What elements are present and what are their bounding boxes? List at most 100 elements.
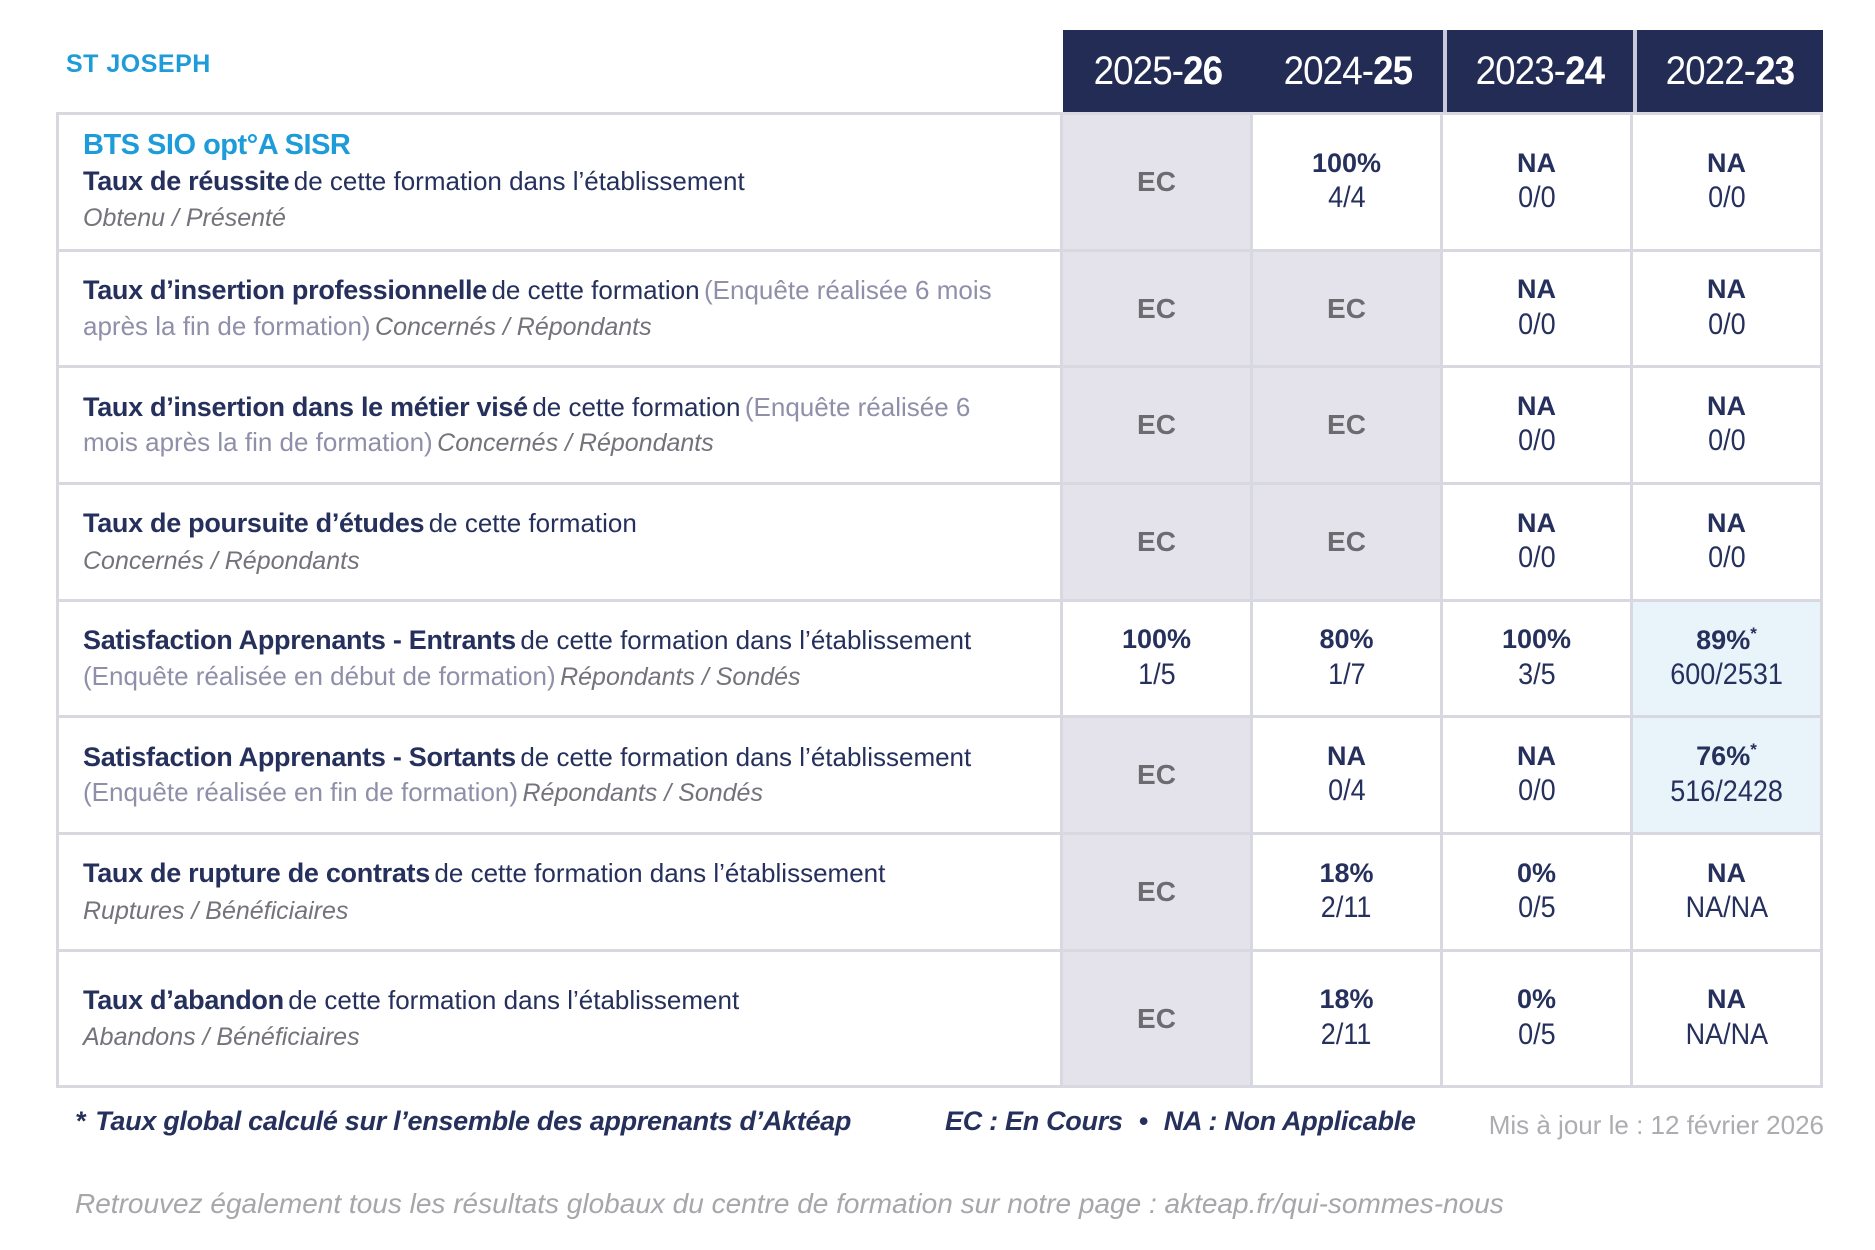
cell-fraction: NA/NA <box>1685 891 1768 925</box>
table-corner <box>56 30 1063 112</box>
value-cell: NA NA/NA <box>1633 952 1823 1088</box>
value-cell: 76%* 516/2428 <box>1633 718 1823 835</box>
row-taux-insertion-professionnelle: Taux d’insertion professionnelle de cett… <box>56 252 1063 368</box>
cell-percent: 76% <box>1696 741 1751 772</box>
cell-value: EC <box>1327 409 1366 440</box>
year-header-2025-26: 2025-26 <box>1063 30 1253 112</box>
cell-fraction: 0/0 <box>1517 307 1556 341</box>
cell-fraction: 4/4 <box>1327 181 1366 215</box>
value-cell: NA 0/0 <box>1633 485 1823 602</box>
metric-title: Taux d’insertion professionnelle <box>83 275 487 306</box>
year-prefix: 2022- <box>1665 48 1756 93</box>
cell-fraction: 0/0 <box>1707 307 1746 341</box>
cell-value: NA <box>1707 507 1746 538</box>
cell-value: 80% <box>1319 624 1374 655</box>
cell-value: 100% <box>1501 624 1572 655</box>
bullet-separator: • <box>1138 1106 1148 1136</box>
value-cell: NA 0/0 <box>1443 485 1633 602</box>
metric-label: Taux de rupture de contrats de cette for… <box>83 856 1032 928</box>
cell-value: NA <box>1327 740 1366 771</box>
cell-value: NA <box>1707 857 1746 888</box>
cell-fraction: 0/0 <box>1707 541 1746 575</box>
cell-fraction: 0/0 <box>1707 181 1746 215</box>
value-cell: EC <box>1063 112 1253 252</box>
results-table: 2025-26 2024-25 2023-24 2022-23 BTS SIO … <box>56 30 1823 1088</box>
metric-desc: de cette formation dans l’établissement <box>520 625 972 656</box>
metric-label: Taux de réussite de cette formation dans… <box>83 164 1032 236</box>
cell-value: 18% <box>1319 857 1374 888</box>
cell-value: NA <box>1707 390 1746 421</box>
cell-fraction: 0/0 <box>1517 181 1556 215</box>
cell-value: NA <box>1517 147 1556 178</box>
row-taux-poursuite-etudes: Taux de poursuite d’études de cette form… <box>56 485 1063 602</box>
cell-value: 100% <box>1311 147 1382 178</box>
year-prefix: 2025- <box>1093 48 1184 93</box>
footnote-text: Taux global calculé sur l’ensemble des a… <box>95 1106 852 1136</box>
cell-fraction: 0/4 <box>1327 774 1366 808</box>
value-cell: NA 0/4 <box>1253 718 1443 835</box>
value-cell: NA 0/0 <box>1443 252 1633 368</box>
metric-title: Taux de rupture de contrats <box>83 858 430 889</box>
cell-fraction: 2/11 <box>1321 891 1372 925</box>
cell-value: 89%* <box>1696 624 1757 656</box>
cell-fraction: 2/11 <box>1321 1017 1372 1051</box>
cell-value: NA <box>1517 274 1556 305</box>
value-cell: NA NA/NA <box>1633 835 1823 952</box>
year-label: 2023-24 <box>1476 49 1606 94</box>
metric-desc: de cette formation dans l’établissement <box>288 984 740 1015</box>
global-results-link-text: Retrouvez également tous les résultats g… <box>75 1188 1504 1219</box>
legend-ec: EC : En Cours <box>945 1106 1123 1136</box>
year-label: 2024-25 <box>1283 48 1414 94</box>
value-cell: 80% 1/7 <box>1253 602 1443 718</box>
row-taux-abandon: Taux d’abandon de cette formation dans l… <box>56 952 1063 1088</box>
metric-desc: de cette formation <box>491 275 700 306</box>
cell-value: NA <box>1517 740 1556 771</box>
metric-title: Satisfaction Apprenants - Entrants <box>83 625 516 656</box>
asterisk-marker: * <box>1750 740 1757 760</box>
cell-value: 0% <box>1516 857 1557 888</box>
year-label: 2025-26 <box>1093 48 1224 94</box>
value-cell: NA 0/0 <box>1443 718 1633 835</box>
year-label: 2022-23 <box>1665 48 1796 94</box>
metric-subtext: Concernés / Répondants <box>83 546 360 575</box>
value-cell: EC <box>1063 952 1253 1088</box>
year-header-2022-23: 2022-23 <box>1633 30 1823 112</box>
row-taux-de-reussite: BTS SIO opt°A SISR Taux de réussite de c… <box>56 112 1063 252</box>
cell-value: EC <box>1137 526 1176 557</box>
cell-value: NA <box>1707 147 1746 178</box>
cell-fraction: 1/7 <box>1327 657 1366 691</box>
year-header-2023-24: 2023-24 <box>1443 30 1633 112</box>
value-cell: EC <box>1253 368 1443 485</box>
cell-value: EC <box>1137 1002 1176 1034</box>
metric-label: Satisfaction Apprenants - Entrants de ce… <box>83 623 1032 694</box>
cell-value: NA <box>1517 507 1556 538</box>
metric-survey-note: (Enquête réalisée 6 mois après la fin de… <box>83 391 971 458</box>
metric-title: Satisfaction Apprenants - Sortants <box>83 741 516 772</box>
cell-value: NA <box>1707 274 1746 305</box>
metric-label: Taux d’abandon de cette formation dans l… <box>83 983 1032 1055</box>
cell-value: EC <box>1327 526 1366 557</box>
metric-subtext: Concernés / Répondants <box>375 312 652 341</box>
value-cell: EC <box>1253 252 1443 368</box>
metric-desc: de cette formation dans l’établissement <box>434 858 886 889</box>
value-cell: NA 0/0 <box>1443 112 1633 252</box>
row-satisfaction-entrants: Satisfaction Apprenants - Entrants de ce… <box>56 602 1063 718</box>
cell-value: EC <box>1137 876 1176 907</box>
cell-percent: 89% <box>1696 624 1751 655</box>
year-suffix: 23 <box>1755 48 1795 93</box>
cell-fraction: 0/0 <box>1517 424 1556 458</box>
metric-label: Taux de poursuite d’études de cette form… <box>83 506 1032 578</box>
value-cell: 100% 4/4 <box>1253 112 1443 252</box>
asterisk-marker: * <box>75 1106 86 1136</box>
cell-fraction: 0/0 <box>1517 774 1556 808</box>
metric-desc: de cette formation <box>532 391 741 422</box>
year-header-2024-25: 2024-25 <box>1253 30 1443 112</box>
metric-title: Taux de poursuite d’études <box>83 508 425 539</box>
cell-value: EC <box>1327 292 1366 324</box>
metric-subtext: Abandons / Bénéficiaires <box>83 1023 360 1052</box>
year-prefix: 2024- <box>1283 48 1374 93</box>
legend-na: NA : Non Applicable <box>1163 1106 1416 1136</box>
cell-value: 18% <box>1319 984 1374 1015</box>
cell-value: NA <box>1707 984 1746 1015</box>
value-cell: 0% 0/5 <box>1443 952 1633 1088</box>
